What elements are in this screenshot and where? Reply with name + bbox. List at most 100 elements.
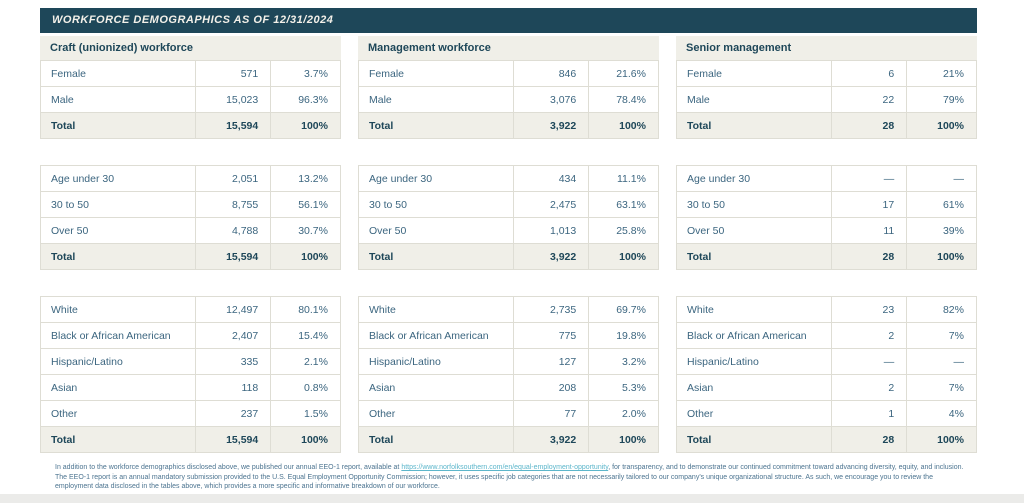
footnote-after-link: , for transparency, and to demonstrate o… xyxy=(55,464,964,490)
row-percent: 100% xyxy=(937,119,964,132)
row-count: 127 xyxy=(514,349,590,374)
row-count: 4,788 xyxy=(196,218,272,243)
row-percent: 61% xyxy=(942,198,964,211)
table-row: Hispanic/Latino — — xyxy=(676,349,977,375)
table-row: Over 50 1,013 25.8% xyxy=(358,218,659,244)
row-label: White xyxy=(359,297,515,322)
table-row: Over 50 4,788 30.7% xyxy=(40,218,341,244)
row-label: White xyxy=(41,297,197,322)
workforce-demographics-section: WORKFORCE DEMOGRAPHICS AS OF 12/31/2024 … xyxy=(40,8,977,479)
table-row: 30 to 50 2,475 63.1% xyxy=(358,192,659,218)
table-row: Male 22 79% xyxy=(676,87,977,113)
row-label: Male xyxy=(677,87,833,112)
table-row: Hispanic/Latino 335 2.1% xyxy=(40,349,341,375)
management-ethnicity-table: White 2,735 69.7% Black or African Ameri… xyxy=(358,296,659,453)
row-count: 23 xyxy=(832,297,908,322)
total-row: Total 15,594 100% xyxy=(40,113,341,139)
row-label: Total xyxy=(359,244,515,269)
row-count: 15,023 xyxy=(196,87,272,112)
senior-age-table: Age under 30 — — 30 to 50 17 61% Over 50… xyxy=(676,165,977,270)
row-percent: 3.7% xyxy=(304,67,328,80)
row-label: Asian xyxy=(41,375,197,400)
row-count: 3,076 xyxy=(514,87,590,112)
total-row: Total 3,922 100% xyxy=(358,427,659,453)
row-count: 775 xyxy=(514,323,590,348)
row-count: 28 xyxy=(832,113,908,138)
row-percent: 39% xyxy=(942,224,964,237)
row-percent: 21% xyxy=(942,67,964,80)
row-count: 118 xyxy=(196,375,272,400)
row-count: 28 xyxy=(832,427,908,452)
row-percent: 100% xyxy=(937,433,964,446)
total-row: Total 28 100% xyxy=(676,427,977,453)
row-label: Female xyxy=(677,61,833,86)
total-row: Total 28 100% xyxy=(676,113,977,139)
row-percent: 63.1% xyxy=(616,198,646,211)
row-percent: 100% xyxy=(619,119,646,132)
craft-gender-table: Female 571 3.7% Male 15,023 96.3% Total … xyxy=(40,60,341,139)
row-count: 3,922 xyxy=(514,113,590,138)
tables-grid: Craft (unionized) workforce Female 571 3… xyxy=(40,36,977,479)
row-label: Total xyxy=(41,113,197,138)
table-row: Asian 118 0.8% xyxy=(40,375,341,401)
row-label: Female xyxy=(41,61,197,86)
row-count: 12,497 xyxy=(196,297,272,322)
row-count: 2,051 xyxy=(196,166,272,191)
table-row: White 12,497 80.1% xyxy=(40,297,341,323)
table-row: Other 237 1.5% xyxy=(40,401,341,427)
table-row: Age under 30 — — xyxy=(676,166,977,192)
row-label: Over 50 xyxy=(677,218,833,243)
table-row: Over 50 11 39% xyxy=(676,218,977,244)
row-label: Hispanic/Latino xyxy=(359,349,515,374)
row-percent: 79% xyxy=(942,93,964,106)
row-percent: 100% xyxy=(937,250,964,263)
row-label: Black or African American xyxy=(41,323,197,348)
row-count: 335 xyxy=(196,349,272,374)
row-percent: 5.3% xyxy=(622,381,646,394)
management-age-table: Age under 30 434 11.1% 30 to 50 2,475 63… xyxy=(358,165,659,270)
column-senior-management: Senior management Female 6 21% Male 22 7… xyxy=(676,36,977,479)
total-row: Total 28 100% xyxy=(676,244,977,270)
row-label: 30 to 50 xyxy=(41,192,197,217)
row-label: Over 50 xyxy=(41,218,197,243)
row-count: 15,594 xyxy=(196,113,272,138)
row-label: Hispanic/Latino xyxy=(41,349,197,374)
row-percent: 7% xyxy=(948,329,964,342)
row-label: Other xyxy=(677,401,833,426)
row-percent: 25.8% xyxy=(616,224,646,237)
row-count: 77 xyxy=(514,401,590,426)
row-label: Age under 30 xyxy=(41,166,197,191)
table-row: Asian 2 7% xyxy=(676,375,977,401)
row-percent: 78.4% xyxy=(616,93,646,106)
row-label: Other xyxy=(41,401,197,426)
row-percent: 2.1% xyxy=(304,355,328,368)
eeo-report-link[interactable]: https://www.norfolksouthern.com/en/equal… xyxy=(401,464,609,471)
row-label: Total xyxy=(677,113,833,138)
row-count: 1,013 xyxy=(514,218,590,243)
row-count: 571 xyxy=(196,61,272,86)
row-count: 2 xyxy=(832,323,908,348)
row-count: — xyxy=(832,166,908,191)
row-percent: 30.7% xyxy=(298,224,328,237)
row-percent: 13.2% xyxy=(298,172,328,185)
row-count: 1 xyxy=(832,401,908,426)
total-row: Total 15,594 100% xyxy=(40,244,341,270)
total-row: Total 15,594 100% xyxy=(40,427,341,453)
row-count: 8,755 xyxy=(196,192,272,217)
row-count: 2,735 xyxy=(514,297,590,322)
section-banner: WORKFORCE DEMOGRAPHICS AS OF 12/31/2024 xyxy=(40,8,977,33)
row-count: 6 xyxy=(832,61,908,86)
row-percent: 1.5% xyxy=(304,407,328,420)
column-craft-workforce: Craft (unionized) workforce Female 571 3… xyxy=(40,36,341,479)
senior-gender-table: Female 6 21% Male 22 79% Total 28 100% xyxy=(676,60,977,139)
row-count: 11 xyxy=(832,218,908,243)
table-row: Hispanic/Latino 127 3.2% xyxy=(358,349,659,375)
table-row: Age under 30 2,051 13.2% xyxy=(40,166,341,192)
management-gender-table: Female 846 21.6% Male 3,076 78.4% Total … xyxy=(358,60,659,139)
column-header-management: Management workforce xyxy=(358,36,659,60)
table-row: Asian 208 5.3% xyxy=(358,375,659,401)
row-label: Age under 30 xyxy=(677,166,833,191)
row-count: 3,922 xyxy=(514,427,590,452)
row-percent: 19.8% xyxy=(616,329,646,342)
total-row: Total 3,922 100% xyxy=(358,244,659,270)
